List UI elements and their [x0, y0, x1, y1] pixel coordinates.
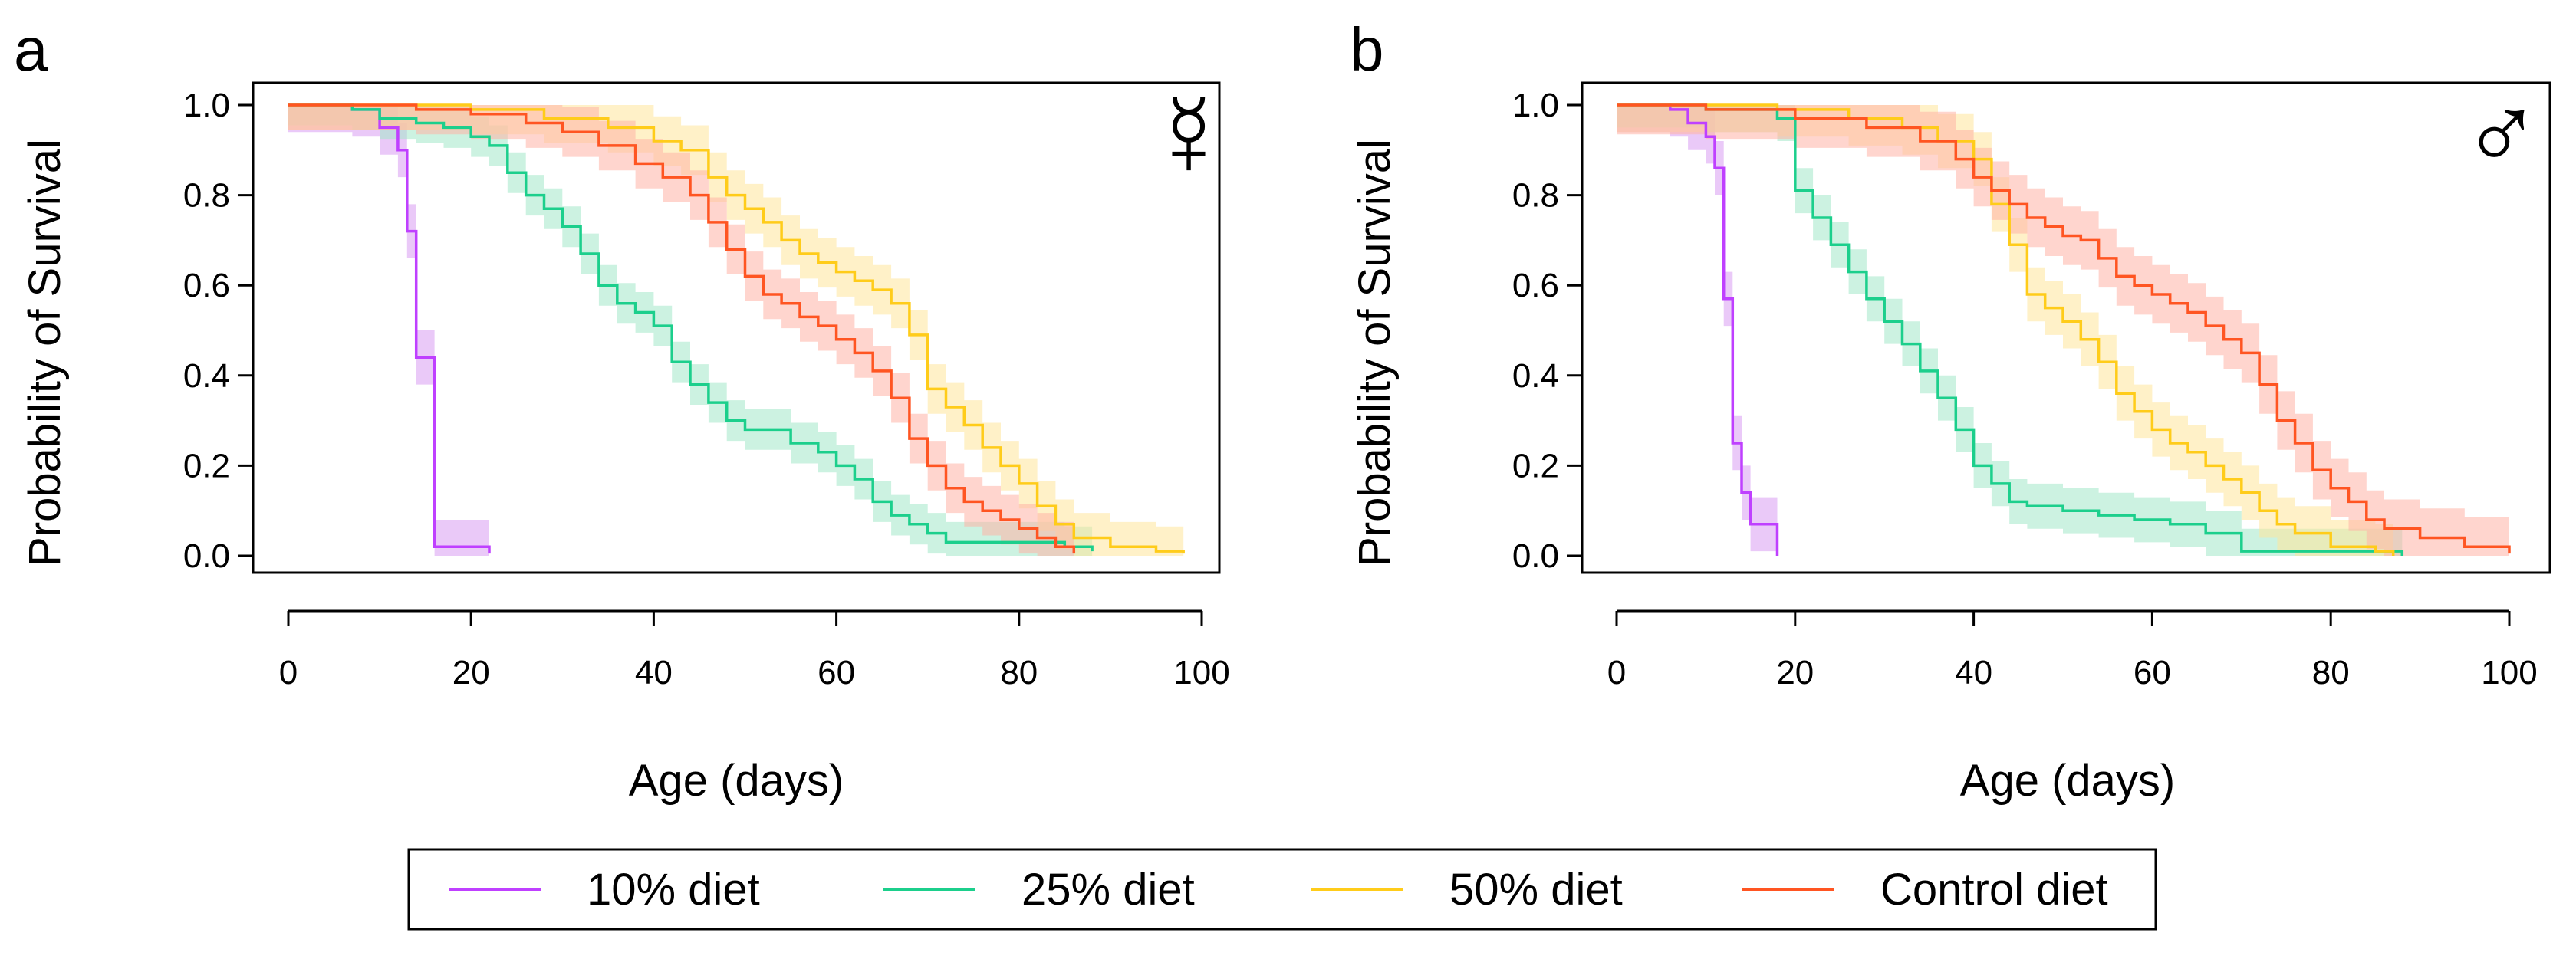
legend-label-d10: 10% diet — [587, 865, 760, 915]
panel-a-y-tick-label-0.6: 0.6 — [183, 267, 230, 304]
panel-b-label: b — [1350, 15, 1384, 84]
panel-b-y-tick-label-0.8: 0.8 — [1512, 177, 1559, 215]
panel-b-xlabel: Age (days) — [1960, 756, 2175, 806]
panel-a-x-tick-label-100: 100 — [1173, 654, 1229, 691]
panel-b-series-line-control — [1617, 103, 2511, 554]
panel-a-y-tick-label-1.0: 1.0 — [183, 87, 230, 124]
panel-a-y-tick-label-0.4: 0.4 — [183, 357, 230, 395]
panel-b-y-tick-label-0.4: 0.4 — [1512, 357, 1559, 395]
panel-a-series-line-d50 — [288, 103, 1185, 554]
panel-b-ci-band-d25 — [1617, 105, 2403, 556]
panel-b-ylabel: Probability of Survival — [1350, 139, 1400, 567]
panel-a-x-tick-label-80: 80 — [1000, 654, 1038, 691]
panel-a-ylabel: Probability of Survival — [20, 139, 70, 567]
panel-a-y-tick-label-0.8: 0.8 — [183, 177, 230, 215]
panel-a-x-tick-label-60: 60 — [818, 654, 855, 691]
panel-b-x-tick-label-40: 40 — [1955, 654, 1992, 691]
panel-b-y-tick-label-0.0: 0.0 — [1512, 537, 1559, 575]
panel-b-y-tick-label-0.2: 0.2 — [1512, 447, 1559, 484]
panel-b-series-line-d25 — [1617, 103, 2404, 556]
panel-b-ci-band-d10 — [1617, 105, 1778, 556]
panel-a-sex-symbol: ☿ — [1146, 71, 1232, 199]
panel-b-x-tick-label-0: 0 — [1607, 654, 1626, 691]
panel-a-xlabel: Age (days) — [629, 756, 844, 806]
panel-a-y-tick-label-0.0: 0.0 — [183, 537, 230, 575]
panel-a-x-tick-label-0: 0 — [279, 654, 298, 691]
panel-b-y-tick-label-0.6: 0.6 — [1512, 267, 1559, 304]
panel-b-x-tick-label-60: 60 — [2134, 654, 2171, 691]
panel-a-series-line-control — [288, 103, 1076, 554]
panel-b-x-tick-label-80: 80 — [2312, 654, 2350, 691]
panel-b-plot-frame — [1581, 81, 2551, 574]
panel-a-x-tick-label-20: 20 — [452, 654, 490, 691]
legend-box — [407, 848, 2157, 931]
panel-a-label: a — [14, 15, 48, 84]
panel-b-series-line-d10 — [1617, 103, 1779, 556]
panel-b-sex-symbol: ♂ — [2462, 73, 2542, 193]
panel-a-y-tick-label-0.2: 0.2 — [183, 447, 230, 484]
panel-a-plot-frame — [252, 81, 1221, 574]
panel-a-plot-area: 0 20 40 60 80 100 0.0 0.2 0.4 0.6 0.8 1.0 — [183, 81, 1230, 691]
panel-b-x-tick-label-20: 20 — [1776, 654, 1814, 691]
panel-b-series-line-d50 — [1617, 103, 2395, 556]
panel-a: a ☿ Probability of Survival Age (days) 0… — [14, 15, 1232, 806]
legend-label-d50: 50% diet — [1449, 865, 1623, 915]
legend-label-d25: 25% diet — [1022, 865, 1195, 915]
panel-b-x-tick-label-100: 100 — [2481, 654, 2537, 691]
legend: 10% diet 25% diet 50% diet Control diet — [407, 848, 2157, 931]
panel-b-ci-band-control — [1617, 105, 2509, 556]
legend-label-control: Control diet — [1880, 865, 2108, 915]
panel-a-series-line-d10 — [288, 103, 491, 554]
panel-a-series-line-d25 — [288, 103, 1094, 552]
panel-b: b ♂ Probability of Survival Age (days) 0… — [1350, 15, 2551, 806]
panel-b-plot-area: 0 20 40 60 80 100 0.0 0.2 0.4 0.6 0.8 1.0 — [1512, 81, 2551, 691]
panel-a-ci-band-d10 — [288, 105, 489, 556]
panel-a-x-tick-label-40: 40 — [635, 654, 673, 691]
panel-b-y-tick-label-1.0: 1.0 — [1512, 87, 1559, 124]
panel-b-ci-band-d50 — [1617, 105, 2393, 556]
